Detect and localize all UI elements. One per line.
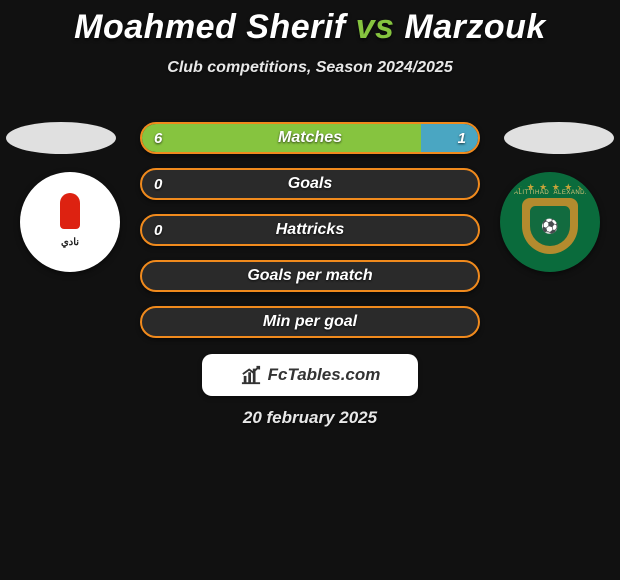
- footer-date: 20 february 2025: [0, 408, 620, 428]
- page-title: Moahmed Sherif vs Marzouk: [0, 0, 620, 47]
- stat-row: Matches6 1: [140, 122, 480, 154]
- watermark-text: FcTables.com: [268, 365, 381, 385]
- club-logo-right-glyph: ★ ★ ★ ★ ★ ★ ALITTIHAD ALEXANDRIA CLUB ⚽: [504, 176, 596, 268]
- comparison-card: Moahmed Sherif vs Marzouk Club competiti…: [0, 0, 620, 580]
- stat-value-left: 0: [142, 216, 174, 244]
- flag-right-placeholder: [504, 122, 614, 154]
- stat-label: Goals: [142, 170, 478, 198]
- watermark: FcTables.com: [202, 354, 418, 396]
- club-logo-left: نادي: [20, 172, 120, 272]
- stat-row: Min per goal: [140, 306, 480, 338]
- flag-left-placeholder: [6, 122, 116, 154]
- bar-chart-icon: [240, 365, 262, 385]
- stats-bars: Matches61Goals0Hattricks0Goals per match…: [140, 122, 480, 352]
- stat-label: Hattricks: [142, 216, 478, 244]
- stat-label: Min per goal: [142, 308, 478, 336]
- stat-value-left: 0: [142, 170, 174, 198]
- subtitle: Club competitions, Season 2024/2025: [0, 59, 620, 77]
- stat-label: Matches: [142, 124, 478, 152]
- stat-row: Goals per match: [140, 260, 480, 292]
- stat-row: Hattricks0: [140, 214, 480, 246]
- stat-row: Goals0: [140, 168, 480, 200]
- club-logo-right: ★ ★ ★ ★ ★ ★ ALITTIHAD ALEXANDRIA CLUB ⚽: [500, 172, 600, 272]
- club-logo-left-glyph: نادي: [28, 180, 112, 264]
- stat-value-left: 6: [142, 124, 174, 152]
- title-player-left: Moahmed Sherif: [74, 8, 345, 46]
- title-player-right: Marzouk: [404, 8, 545, 46]
- title-vs: vs: [356, 8, 395, 46]
- stat-label: Goals per match: [142, 262, 478, 290]
- stat-value-right: 1: [446, 124, 478, 152]
